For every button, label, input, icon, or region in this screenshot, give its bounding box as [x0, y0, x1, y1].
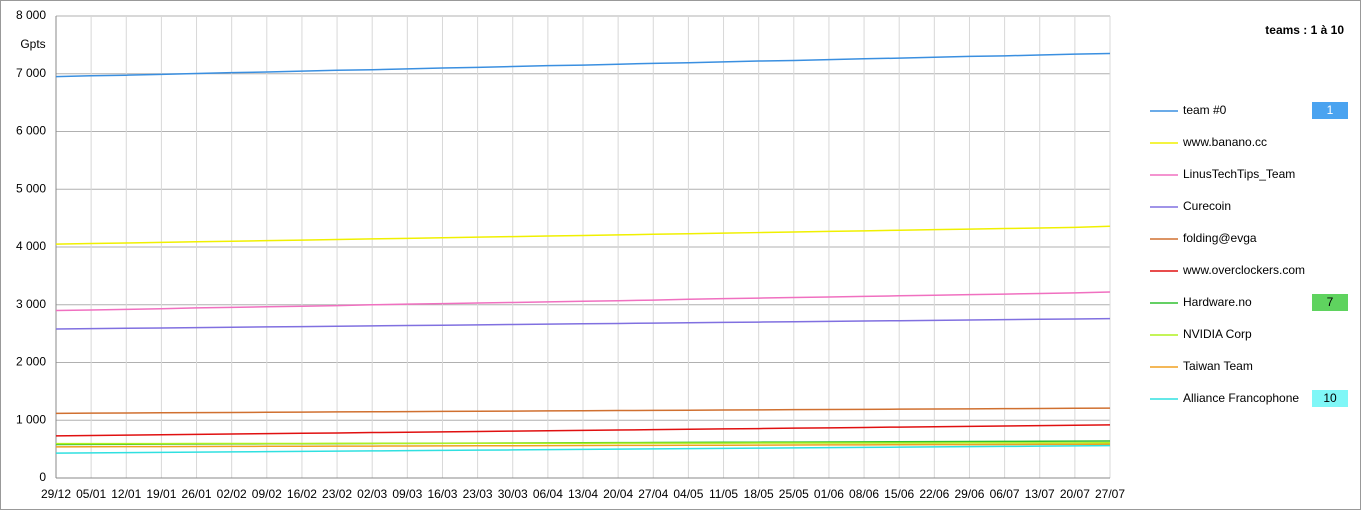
- y-tick-label: 7 000: [16, 66, 46, 80]
- chart-title: teams : 1 à 10: [1265, 23, 1344, 37]
- x-tick-label: 23/02: [322, 487, 352, 501]
- series-line: [55, 225, 1111, 245]
- x-tick-label: 25/05: [779, 487, 809, 501]
- y-tick-label: 8 000: [16, 8, 46, 22]
- legend-label: www.banano.cc: [1182, 135, 1267, 149]
- x-tick-label: 01/06: [814, 487, 844, 501]
- legend-badge: [1312, 102, 1348, 119]
- x-tick-label: 13/07: [1025, 487, 1055, 501]
- legend-label: LinusTechTips_Team: [1183, 167, 1295, 181]
- y-tick-label: 0: [39, 470, 46, 484]
- y-tick-label: 2 000: [16, 355, 46, 369]
- legend-badge: [1312, 294, 1348, 311]
- x-tick-label: 08/06: [849, 487, 879, 501]
- x-tick-label: 20/07: [1060, 487, 1090, 501]
- x-tick-label: 13/04: [568, 487, 598, 501]
- series-line: [55, 52, 1111, 78]
- x-tick-label: 02/03: [357, 487, 387, 501]
- x-tick-label: 29/12: [41, 487, 71, 501]
- y-tick-label: 1 000: [16, 412, 46, 426]
- x-tick-label: 29/06: [954, 487, 984, 501]
- x-tick-label: 09/03: [392, 487, 422, 501]
- legend-label: Alliance Francophone: [1183, 391, 1299, 405]
- series-line: [55, 291, 1111, 312]
- x-tick-label: 11/05: [709, 487, 738, 501]
- legend-label: Taiwan Team: [1183, 359, 1253, 373]
- x-tick-label: 20/04: [603, 487, 633, 501]
- series-line: [55, 443, 1111, 448]
- x-tick-label: 02/02: [217, 487, 247, 501]
- x-tick-label: 15/06: [884, 487, 914, 501]
- x-tick-label: 19/01: [146, 487, 176, 501]
- legend-label: folding@evga: [1183, 231, 1257, 245]
- x-tick-label: 18/05: [744, 487, 774, 501]
- series-line: [55, 424, 1111, 437]
- x-tick-label: 16/02: [287, 487, 317, 501]
- legend-badge-label: 10: [1323, 391, 1337, 405]
- x-tick-label: 12/01: [111, 487, 141, 501]
- x-tick-label: 26/01: [182, 487, 212, 501]
- x-tick-label: 27/04: [638, 487, 668, 501]
- y-tick-label: 4 000: [16, 239, 46, 253]
- series-line: [56, 442, 1111, 445]
- legend-label: www.overclockers.com: [1182, 263, 1305, 277]
- x-tick-label: 06/04: [533, 487, 563, 501]
- x-tick-label: 09/02: [252, 487, 282, 501]
- x-tick-label: 30/03: [498, 487, 528, 501]
- series-line: [55, 444, 1111, 454]
- series-line: [55, 407, 1111, 415]
- legend-badge-label: 7: [1327, 295, 1334, 309]
- y-axis-label: Gpts: [20, 37, 45, 51]
- x-tick-label: 27/07: [1095, 487, 1125, 501]
- x-tick-label: 22/06: [919, 487, 949, 501]
- series-line: [55, 317, 1111, 330]
- x-tick-label: 06/07: [990, 487, 1020, 501]
- y-tick-label: 3 000: [16, 297, 46, 311]
- x-tick-label: 23/03: [463, 487, 493, 501]
- legend-label: NVIDIA Corp: [1183, 327, 1252, 341]
- legend-badge-label: 1: [1327, 103, 1334, 117]
- legend-label: Curecoin: [1183, 199, 1231, 213]
- legend-badge: [1312, 390, 1348, 407]
- legend-label: team #0: [1183, 103, 1227, 117]
- x-tick-label: 16/03: [427, 487, 457, 501]
- x-tick-label: 04/05: [673, 487, 703, 501]
- x-tick-label: 05/01: [76, 487, 106, 501]
- legend-label: Hardware.no: [1183, 295, 1252, 309]
- y-tick-label: 5 000: [16, 181, 46, 195]
- y-tick-label: 6 000: [16, 124, 46, 138]
